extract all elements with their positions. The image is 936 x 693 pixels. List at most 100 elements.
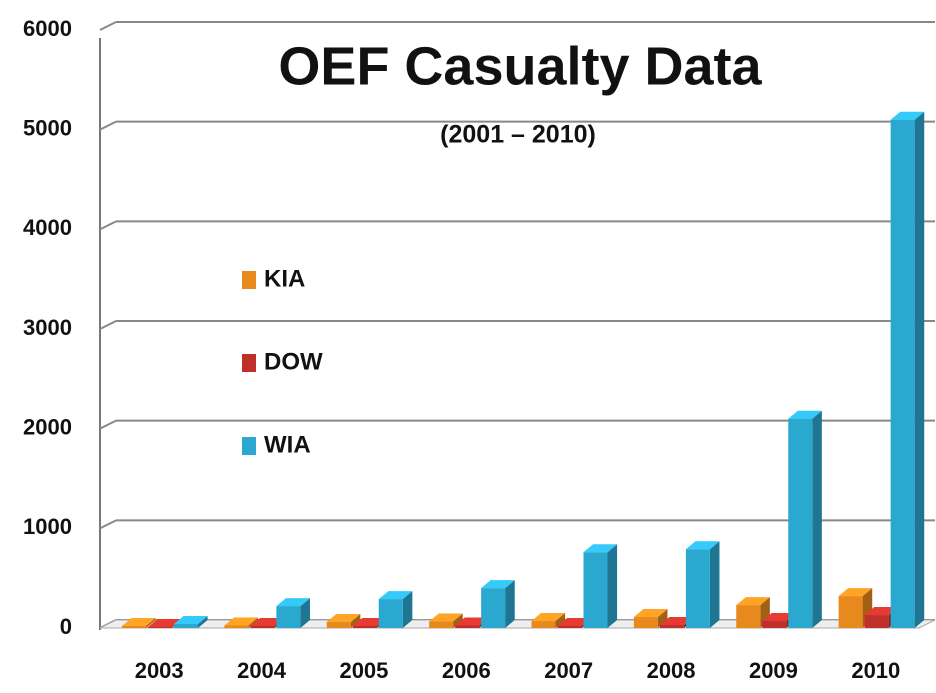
legend-label: WIA [264, 431, 311, 458]
bar-front [378, 599, 403, 628]
y-tick-label: 4000 [23, 215, 72, 240]
legend-swatch [242, 271, 256, 289]
bar-side [914, 111, 925, 628]
bar-top [762, 613, 796, 622]
bar [838, 588, 873, 628]
bar-front [633, 617, 658, 628]
bar-side [146, 618, 156, 628]
grid-side [99, 21, 117, 31]
bar [633, 609, 668, 628]
bar-front [890, 119, 915, 628]
bar-side [709, 541, 720, 628]
grid-line [99, 220, 935, 231]
x-tick-label: 2008 [647, 658, 696, 683]
bar-side [812, 410, 822, 628]
y-tick-label: 1000 [23, 514, 72, 539]
bar-top [531, 613, 566, 622]
bar-top [352, 618, 387, 627]
bar-front [838, 596, 863, 628]
bar-side [453, 613, 463, 628]
bar-side [198, 616, 208, 628]
grid-side [99, 120, 117, 131]
bar-front [685, 549, 710, 628]
bar-top [890, 111, 925, 120]
bar [583, 544, 618, 628]
grid-line [99, 21, 935, 31]
legend-label: DOW [264, 348, 323, 375]
grid-line [99, 120, 935, 131]
bar-front [174, 624, 198, 628]
bar-front [250, 626, 275, 628]
legend-label: KIA [264, 265, 305, 292]
bar [890, 111, 925, 628]
y-tick-label: 6000 [23, 16, 72, 41]
bar-front [455, 625, 480, 628]
bar-top [736, 597, 770, 606]
bar-front [557, 626, 582, 628]
y-tick-label: 3000 [23, 315, 72, 340]
bar-top [174, 616, 208, 625]
bar-top [429, 613, 463, 622]
chart-subtitle: (2001 – 2010) [440, 121, 596, 149]
bar-side [300, 598, 310, 628]
bar-front [736, 605, 761, 628]
y-tick-label: 0 [60, 614, 72, 639]
x-tick-label: 2006 [442, 658, 491, 683]
x-tick-label: 2010 [851, 658, 900, 683]
x-tick-label: 2004 [237, 658, 287, 683]
bar [788, 410, 822, 628]
bar [326, 614, 361, 628]
bar-top [148, 619, 182, 628]
bar-top [838, 588, 873, 597]
bar-front [326, 622, 351, 628]
bar-top [455, 617, 489, 626]
chart-title: OEF Casualty Data [278, 36, 762, 96]
bar-top [583, 544, 618, 553]
grid-side [99, 519, 117, 530]
y-tick-label: 5000 [23, 115, 72, 140]
x-tick-label: 2005 [339, 658, 388, 683]
bar-top [224, 617, 258, 626]
x-tick-label: 2007 [544, 658, 593, 683]
bar [122, 618, 156, 628]
bar-side [402, 591, 413, 628]
bar-front [352, 626, 377, 628]
bar-front [276, 606, 301, 628]
grid-side [99, 320, 117, 330]
bar-front [788, 418, 813, 628]
bar-front [148, 627, 172, 628]
bar-top [557, 618, 592, 627]
bar-top [685, 541, 720, 550]
bar-side [657, 609, 668, 628]
bar-front [429, 621, 454, 628]
bar [481, 580, 515, 628]
bar-side [607, 544, 618, 628]
bar-top [122, 618, 156, 627]
bar-front [224, 625, 249, 628]
bar-side [350, 614, 361, 628]
bar-front [864, 615, 889, 628]
bar-front [531, 621, 556, 628]
bar-top [250, 618, 284, 627]
bar [276, 598, 310, 628]
bar-top [481, 580, 515, 589]
y-tick-label: 2000 [23, 414, 72, 439]
bar-front [762, 621, 787, 628]
bar [685, 541, 720, 628]
bar [378, 591, 413, 628]
bar [224, 617, 258, 628]
bar [174, 616, 208, 628]
grid-side [99, 220, 117, 231]
bar-top [378, 591, 413, 600]
bar-front [659, 625, 684, 628]
x-tick-label: 2003 [135, 658, 184, 683]
bar-top [788, 410, 822, 419]
bar [429, 613, 463, 628]
bar-side [505, 580, 515, 628]
legend-swatch [242, 437, 256, 455]
grid-side [99, 419, 117, 430]
legend-swatch [242, 354, 256, 372]
bar-top [659, 617, 694, 626]
bar-top [864, 607, 899, 616]
